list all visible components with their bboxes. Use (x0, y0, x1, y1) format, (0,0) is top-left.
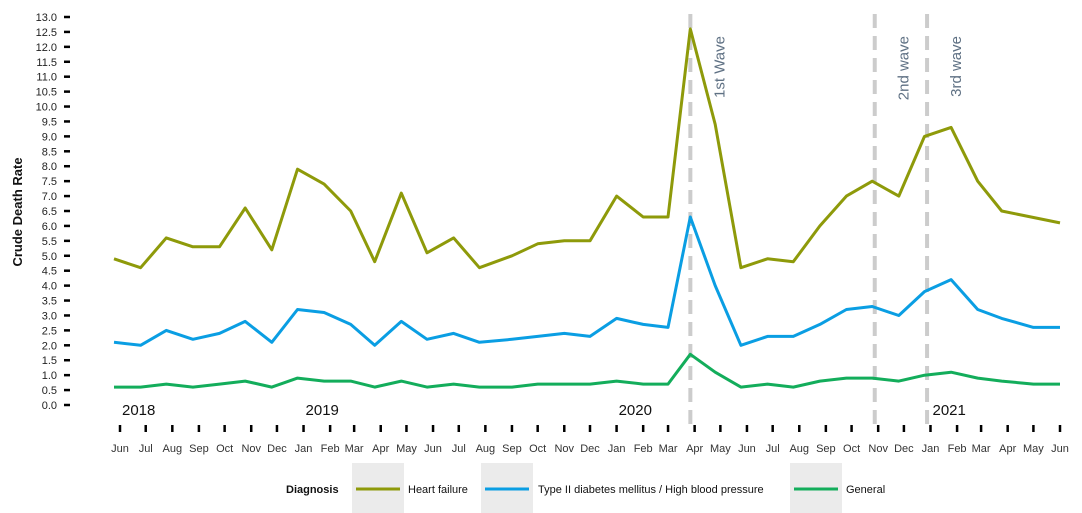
wave-label: 2nd wave (896, 36, 913, 100)
y-tick-label: 5.0 (42, 251, 57, 263)
y-tick-label: 9.0 (42, 131, 57, 143)
y-tick-label: 9.5 (42, 116, 57, 128)
year-label: 2021 (932, 402, 965, 419)
x-tick-label: Sep (502, 443, 522, 455)
legend-title: Diagnosis (286, 484, 339, 496)
x-tick-label: Sep (189, 443, 209, 455)
series-line-1 (113, 215, 1060, 347)
x-tick-label: Oct (216, 443, 233, 455)
y-tick-label: 10.5 (36, 87, 57, 99)
x-tick-label: Feb (948, 443, 967, 455)
y-tick-label: 2.5 (42, 325, 57, 337)
y-tick-label: 6.5 (42, 206, 57, 218)
legend-items: Heart failure Type II diabetes mellitus /… (352, 463, 885, 513)
series-line-2 (114, 352, 1060, 389)
y-tick-label: 6.0 (42, 221, 57, 233)
year-label: 2020 (619, 402, 652, 419)
x-tick-label: Jun (111, 443, 129, 455)
x-tick-label: Jun (738, 443, 756, 455)
y-tick-label: 13.0 (36, 12, 57, 24)
x-tick-label: Sep (816, 443, 836, 455)
x-tick-label: Jul (766, 443, 780, 455)
x-tick-label: Mar (659, 443, 678, 455)
y-axis-label: Crude Death Rate (10, 157, 25, 266)
y-tick-label: 8.5 (42, 146, 57, 158)
x-tick-label: Nov (241, 443, 261, 455)
x-tick-label: Nov (868, 443, 888, 455)
x-tick-label: Dec (894, 443, 914, 455)
y-tick-label: 12.5 (36, 27, 57, 39)
series-lines (113, 27, 1061, 389)
x-tick-label: Jun (1051, 443, 1069, 455)
x-tick-label: Aug (163, 443, 183, 455)
x-tick-label: May (710, 443, 731, 455)
legend: Diagnosis Heart failure Type II diabetes … (286, 463, 885, 513)
y-tick-label: 0.0 (42, 400, 57, 412)
x-tick-label: Oct (529, 443, 546, 455)
wave-label: 1st Wave (711, 36, 728, 98)
y-tick-label: 8.0 (42, 161, 57, 173)
x-tick-label: Jun (424, 443, 442, 455)
y-tick-label: 7.0 (42, 191, 57, 203)
y-tick-label: 3.5 (42, 296, 57, 308)
y-tick-label: 7.5 (42, 176, 57, 188)
y-tick-label: 0.5 (42, 385, 57, 397)
y-tick-label: 11.0 (36, 72, 57, 84)
y-tick-label: 10.0 (36, 102, 57, 114)
x-tick-label: Oct (843, 443, 860, 455)
legend-label: Heart failure (408, 484, 468, 496)
y-tick-label: 2.0 (42, 340, 57, 352)
series-line-0 (113, 27, 1061, 270)
y-tick-label: 12.0 (36, 42, 57, 54)
y-tick-label: 4.0 (42, 281, 57, 293)
legend-label: Type II diabetes mellitus / High blood p… (538, 484, 764, 496)
year-labels: 2018 2019 2020 2021 (122, 402, 966, 419)
x-tick-label: Apr (686, 443, 703, 455)
x-tick-label: Nov (554, 443, 574, 455)
x-tick-label: Aug (789, 443, 809, 455)
x-tick-label: Jul (139, 443, 153, 455)
y-tick-label: 5.5 (42, 236, 57, 248)
x-tick-label: Jan (295, 443, 313, 455)
x-axis: Jun Jul Aug Sep Oct Nov Dec Jan Feb Mar Apr May Jun J… (111, 425, 1069, 455)
x-tick-label: Feb (321, 443, 340, 455)
x-tick-label: Feb (634, 443, 653, 455)
y-tick-label: 4.5 (42, 266, 57, 278)
y-axis: 0.0 0.5 1.0 1.5 2.0 2.5 3.0 3.5 4.0 4.5 5.0 5.5 6.0 6… (36, 12, 70, 412)
y-tick-label: 1.0 (42, 370, 57, 382)
wave-label: 3rd wave (948, 36, 965, 97)
y-tick-label: 3.0 (42, 310, 57, 322)
legend-label: General (846, 484, 885, 496)
x-tick-label: Dec (267, 443, 287, 455)
x-tick-label: Mar (345, 443, 364, 455)
year-label: 2019 (306, 402, 339, 419)
x-tick-label: Aug (476, 443, 496, 455)
x-tick-label: Jan (922, 443, 940, 455)
x-tick-label: Apr (372, 443, 389, 455)
y-tick-label: 11.5 (36, 57, 57, 69)
x-tick-label: May (396, 443, 417, 455)
y-tick-label: 1.5 (42, 355, 57, 367)
x-tick-label: Jan (608, 443, 626, 455)
x-tick-label: Mar (972, 443, 991, 455)
x-tick-label: May (1023, 443, 1044, 455)
year-label: 2018 (122, 402, 155, 419)
x-tick-label: Dec (580, 443, 600, 455)
x-tick-label: Apr (999, 443, 1016, 455)
x-tick-label: Jul (452, 443, 466, 455)
